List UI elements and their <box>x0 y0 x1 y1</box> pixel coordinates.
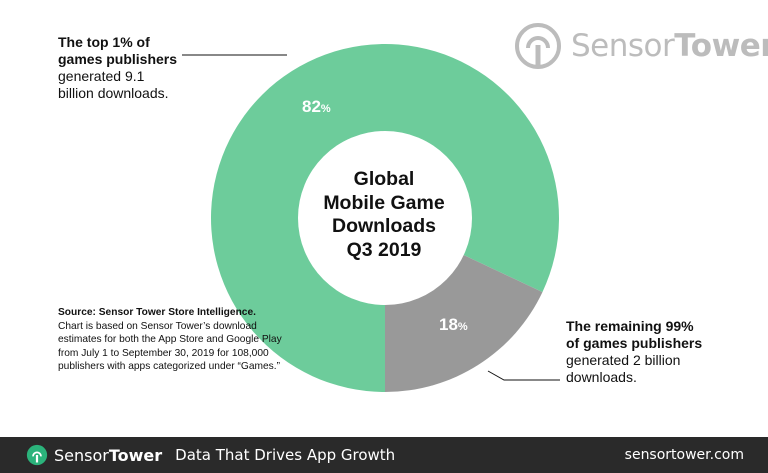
footer-bar: SensorTower Data That Drives App Growth … <box>0 437 768 473</box>
annotation-top-line: billion downloads. <box>58 85 169 101</box>
annotation-top: The top 1% of games publishers generated… <box>58 34 208 102</box>
slice-label-top-1-percent: 82% <box>302 97 331 117</box>
footer-tagline: Data That Drives App Growth <box>175 446 396 464</box>
percent-sign: % <box>457 321 468 333</box>
annotation-bottom-bold-line: of games publishers <box>566 335 703 351</box>
source-note-text: Chart is based on Sensor Tower’s downloa… <box>58 320 282 373</box>
sensortower-logo-icon <box>26 444 48 466</box>
annotation-top-bold-line: games publishers <box>58 51 178 67</box>
annotation-bottom-line: downloads. <box>566 369 637 385</box>
source-note: Source: Sensor Tower Store Intelligence.… <box>58 306 283 374</box>
percent-sign: % <box>320 103 331 115</box>
sensortower-logo: SensorTower <box>513 18 768 74</box>
annotation-bottom-bold-line: The remaining 99% <box>566 318 694 334</box>
annotation-bottom-line: generated 2 billion <box>566 352 681 368</box>
slice-value: 82 <box>302 97 321 116</box>
chart-title-line: Q3 2019 <box>346 238 422 261</box>
slice-label-remaining-99-percent: 18% <box>439 315 468 335</box>
sensortower-logo-icon <box>515 23 561 69</box>
chart-title-line: Mobile Game <box>323 191 445 214</box>
annotation-top-bold-line: The top 1% of <box>58 34 150 50</box>
donut-hole <box>298 131 472 305</box>
footer-logo-wordmark: SensorTower <box>54 445 163 465</box>
footer-url[interactable]: sensortower.com <box>624 447 744 463</box>
chart-title-line: Downloads <box>331 215 436 237</box>
donut-chart <box>182 44 560 392</box>
source-note-bold: Source: Sensor Tower Store Intelligence. <box>58 307 256 318</box>
annotation-top-line: generated 9.1 <box>58 68 145 84</box>
annotation-bottom: The remaining 99% of games publishers ge… <box>566 318 736 386</box>
chart-title: Global Mobile Game Downloads Q3 2019 <box>300 168 468 262</box>
logo-wordmark: SensorTower <box>571 28 768 64</box>
slice-value: 18 <box>439 315 458 334</box>
leader-line-bottom <box>487 370 560 381</box>
chart-title-line: Global <box>353 168 415 190</box>
footer-logo: SensorTower <box>26 444 162 466</box>
